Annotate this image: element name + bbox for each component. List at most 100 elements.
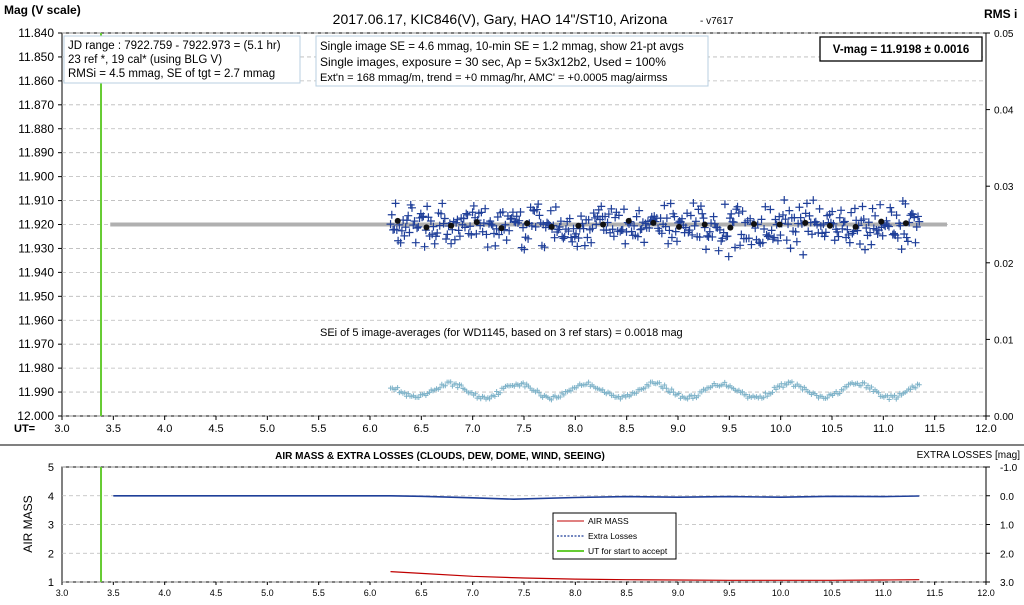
single-image-point <box>689 199 698 208</box>
single-image-point <box>568 237 577 246</box>
single-image-point <box>450 235 459 244</box>
single-image-point <box>404 211 413 220</box>
single-image-point <box>737 230 746 239</box>
single-image-point <box>472 229 481 238</box>
single-image-point <box>871 211 880 220</box>
single-image-point <box>718 234 727 243</box>
rms-i-point <box>676 390 682 396</box>
single-image-point <box>477 208 486 217</box>
rms-i-point <box>789 379 795 385</box>
single-image-point <box>550 233 559 242</box>
single-image-point <box>760 225 769 234</box>
y2-tick-label: 0.02 <box>994 259 1014 270</box>
vmag-value: V-mag = 11.9198 ± 0.0016 <box>833 44 969 56</box>
single-image-point <box>738 207 747 216</box>
single-image-point <box>453 215 462 224</box>
single-image-point <box>902 233 911 242</box>
average-point <box>727 224 734 231</box>
single-image-point <box>555 222 564 231</box>
single-image-point <box>714 246 723 255</box>
single-image-point <box>460 223 469 232</box>
single-image-point <box>597 202 606 211</box>
single-image-point <box>864 218 873 227</box>
rms-i-point <box>492 393 498 399</box>
rms-i-point <box>536 390 542 396</box>
x-axis-prefix: UT= <box>14 423 35 435</box>
rms-i-point <box>656 380 662 386</box>
x-tick-label: 7.0 <box>465 423 480 435</box>
average-point <box>701 221 708 228</box>
single-image-point <box>792 237 801 246</box>
extra-losses-axis-label: EXTRA LOSSES [mag] <box>917 450 1021 461</box>
extra-losses-tick-label: -1.0 <box>1000 463 1018 474</box>
single-image-point <box>765 231 774 240</box>
single-image-point <box>386 220 395 229</box>
airmass-x-tick-label: 6.5 <box>415 588 428 598</box>
single-image-point <box>607 204 616 213</box>
single-image-point <box>428 230 437 239</box>
single-image-point <box>847 208 856 217</box>
magnitude-chart: 11.840 11.850 11.860 11.870 11.880 11.890 11.9… <box>4 3 1017 435</box>
single-image-point <box>429 222 438 231</box>
airmass-x-tick-label: 4.0 <box>158 588 171 598</box>
single-image-point <box>588 224 597 233</box>
single-image-point <box>876 200 885 209</box>
single-image-point <box>695 233 704 242</box>
rms-i-point <box>861 380 867 386</box>
single-image-point <box>903 237 912 246</box>
airmass-y-tick-label: 3 <box>48 520 54 532</box>
single-image-point <box>784 220 793 229</box>
rms-i-point <box>561 392 567 398</box>
single-image-point <box>579 224 588 233</box>
rms-i-point <box>916 382 922 388</box>
single-image-point <box>773 236 782 245</box>
single-image-point <box>535 211 544 220</box>
rms-i-point <box>586 379 592 385</box>
single-image-point <box>844 230 853 239</box>
single-image-point <box>559 234 568 243</box>
single-image-point <box>727 209 736 218</box>
y-tick-label: 11.920 <box>18 218 54 232</box>
y2-tick-label: 0.01 <box>994 335 1014 346</box>
average-point <box>524 220 531 227</box>
rms-i-point <box>458 382 464 388</box>
single-image-point <box>897 245 906 254</box>
single-image-point <box>892 211 901 220</box>
rms-i-point <box>892 392 898 398</box>
single-image-point <box>819 220 828 229</box>
single-image-point <box>795 203 804 212</box>
single-image-point <box>664 239 673 248</box>
single-image-point <box>410 217 419 226</box>
single-image-point <box>866 228 875 237</box>
x-tick-label: 4.0 <box>157 423 172 435</box>
vmag-box-frame <box>819 36 983 62</box>
single-image-point <box>758 238 767 247</box>
airmass-chart: 5 4 3 2 1 -1.0 0.0 1.0 2.0 3.0 3.0 3.5 4.0 4.5 5.0 5.5 6… <box>21 450 1020 598</box>
single-image-point <box>915 217 924 226</box>
average-point <box>776 221 783 228</box>
single-image-point <box>584 215 593 224</box>
rms-i-point <box>642 385 648 391</box>
y2-tick-label: 0.03 <box>994 182 1014 193</box>
x-tick-label: 9.5 <box>722 423 737 435</box>
single-image-point <box>430 239 439 248</box>
single-image-point <box>437 209 446 218</box>
single-image-point <box>720 200 729 209</box>
single-image-point <box>911 238 920 247</box>
single-image-point <box>608 225 617 234</box>
single-image-point <box>821 228 830 237</box>
single-image-point <box>405 228 414 237</box>
single-image-point <box>893 233 902 242</box>
rms-i-point <box>487 396 493 402</box>
single-image-point <box>627 227 636 236</box>
single-image-point <box>508 208 517 217</box>
average-point <box>676 223 683 230</box>
single-image-point <box>580 241 589 250</box>
rms-i-point <box>695 393 701 399</box>
single-image-point <box>459 214 468 223</box>
single-image-point <box>662 214 671 223</box>
single-image-point <box>407 203 416 212</box>
single-image-point <box>566 233 575 242</box>
airmass-x-tick-label: 10.0 <box>772 588 790 598</box>
rms-i-point <box>494 388 500 394</box>
